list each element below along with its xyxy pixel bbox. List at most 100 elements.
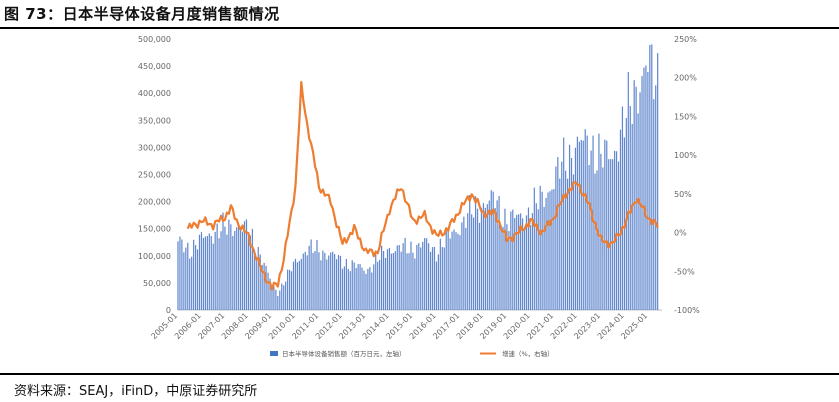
sales-bar [332, 251, 334, 310]
sales-bar [179, 236, 181, 310]
sales-bar [457, 233, 459, 310]
sales-bar [629, 105, 631, 311]
sales-bar [308, 245, 310, 310]
sales-bar [228, 219, 230, 310]
sales-bar [586, 135, 588, 310]
sales-bar [396, 245, 398, 310]
sales-bar [516, 215, 518, 310]
sales-bar [418, 243, 420, 310]
sales-bar [367, 268, 369, 310]
sales-bar [619, 129, 622, 310]
sales-bar [496, 200, 498, 310]
sales-bar [641, 76, 643, 310]
y-left-tick: 100,000 [138, 252, 171, 261]
sales-bar [240, 228, 242, 310]
y-right-tick: 100% [674, 151, 697, 160]
sales-bar [574, 147, 577, 310]
y-left-tick: 500,000 [138, 35, 171, 44]
sales-bar [653, 99, 655, 310]
sales-bar [596, 170, 598, 310]
sales-bar [459, 235, 461, 310]
sales-bar [520, 213, 522, 310]
sales-bar [189, 258, 191, 310]
sales-bar [294, 258, 297, 310]
sales-bar [400, 251, 402, 310]
sales-bar [508, 231, 510, 310]
sales-bar [245, 219, 248, 310]
sales-bar [324, 252, 326, 310]
sales-bar [625, 117, 627, 310]
sales-bar [283, 285, 285, 310]
sales-bar [382, 250, 385, 310]
sales-bar [518, 214, 520, 310]
sales-bar [320, 260, 322, 310]
sales-bar [615, 151, 618, 310]
sales-bar [606, 140, 608, 310]
sales-bar [185, 247, 187, 310]
sales-bar [265, 265, 267, 310]
sales-bar [275, 289, 277, 310]
sales-bar [502, 226, 504, 310]
y-right-tick: -50% [674, 267, 695, 276]
sales-bar [645, 65, 647, 310]
sales-bar [349, 271, 351, 310]
sales-bar [584, 129, 586, 310]
sales-bar [441, 247, 443, 310]
sales-bar [416, 244, 418, 310]
sales-bar [204, 236, 206, 310]
sales-bar [234, 230, 236, 310]
sales-bar [631, 124, 633, 310]
sales-bar [398, 245, 400, 310]
sales-bar [610, 159, 612, 310]
y-right-tick: 0% [674, 229, 687, 238]
sales-bar [506, 224, 508, 310]
sales-bar [363, 270, 365, 310]
sales-bar [657, 53, 659, 310]
sales-bar [598, 133, 600, 310]
sales-bar [426, 238, 428, 310]
sales-bar [541, 191, 543, 310]
sales-bar [529, 225, 532, 310]
sales-bar [651, 44, 653, 310]
sales-bar [559, 178, 561, 310]
sales-bar [261, 264, 263, 310]
sales-bar [232, 236, 234, 310]
sales-bar [467, 213, 469, 310]
sales-bar [568, 144, 571, 310]
sales-bar [533, 187, 535, 310]
sales-bar [314, 250, 316, 310]
sales-bar [390, 253, 393, 310]
sales-bar [455, 232, 457, 310]
sales-bar [273, 286, 275, 310]
sales-bar [580, 139, 582, 310]
sales-bar [206, 235, 208, 310]
sales-bar [347, 268, 349, 310]
sales-bar [263, 262, 265, 310]
sales-bar [216, 223, 218, 310]
sales-bar [243, 221, 246, 310]
sales-bar [404, 237, 406, 310]
sales-bar [341, 268, 344, 310]
sales-bar [572, 174, 575, 310]
sales-bar [635, 86, 637, 311]
sales-bar [437, 254, 439, 310]
sales-bar [471, 214, 473, 310]
sales-bar [392, 253, 394, 310]
sales-bar [435, 261, 438, 310]
sales-bar [359, 264, 361, 310]
sales-bar [257, 246, 259, 310]
sales-bar [357, 264, 359, 310]
sales-bar [484, 207, 486, 310]
sales-bar [394, 251, 396, 310]
sales-bar [224, 226, 226, 310]
y-left-tick: 200,000 [138, 198, 171, 207]
sales-bar [296, 262, 299, 310]
sales-bar [251, 228, 253, 310]
sales-bar [490, 190, 492, 310]
sales-bar [422, 241, 424, 310]
sales-bar [238, 226, 240, 310]
sales-bar [549, 191, 551, 310]
sales-bar [312, 252, 314, 310]
sales-bar [210, 235, 212, 310]
sales-bar [612, 159, 614, 310]
